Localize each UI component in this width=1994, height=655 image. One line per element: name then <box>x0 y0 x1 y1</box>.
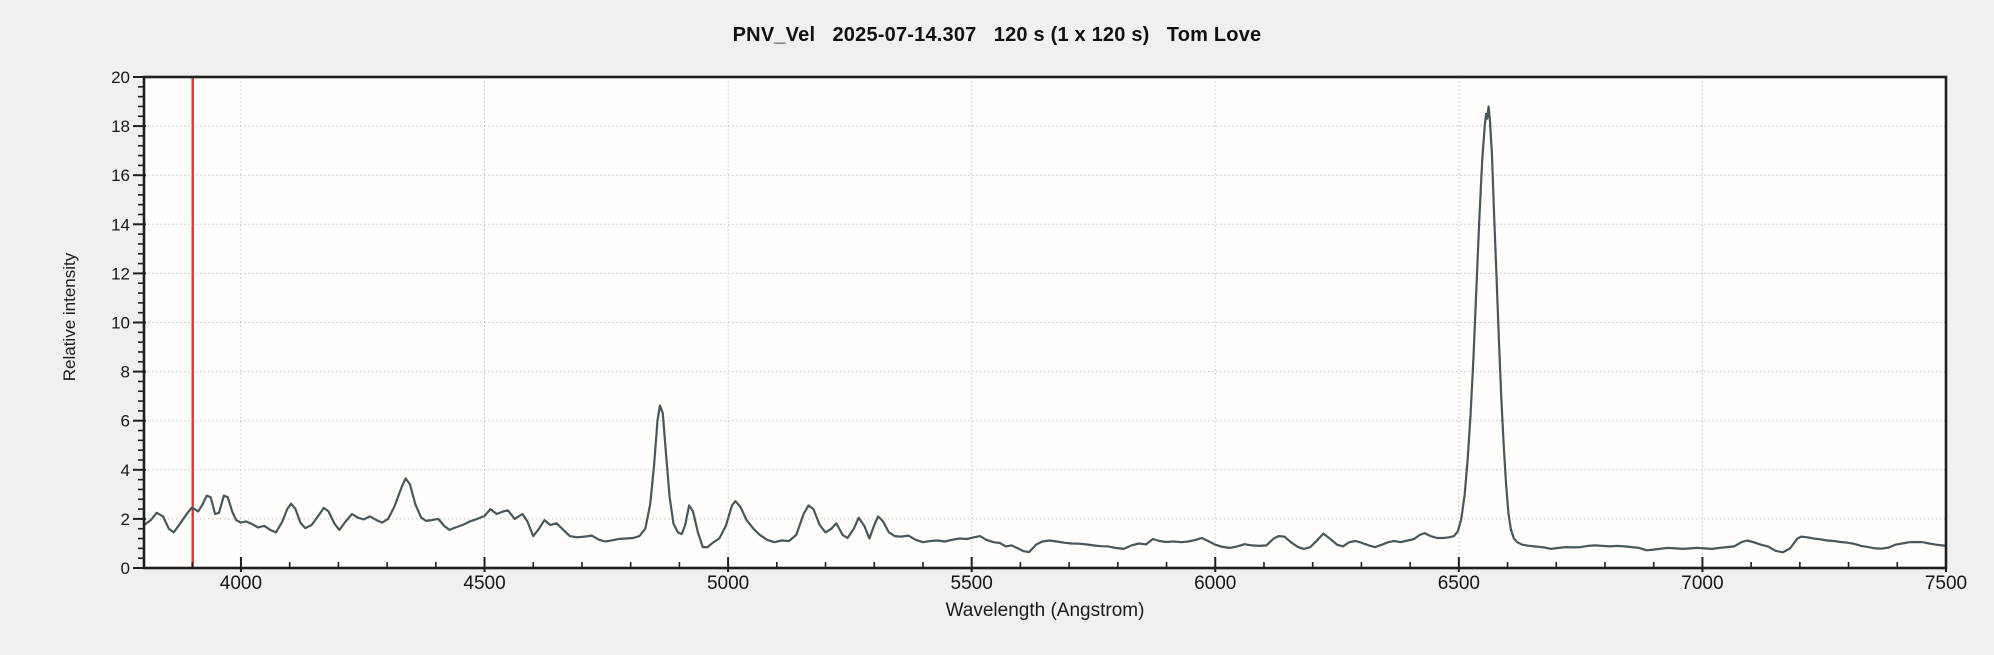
svg-text:6: 6 <box>121 412 130 431</box>
svg-text:14: 14 <box>111 215 130 234</box>
svg-text:12: 12 <box>111 264 130 283</box>
y-tick-labels: 0 2 4 6 8 10 12 14 16 18 20 <box>111 68 130 578</box>
svg-text:4000: 4000 <box>220 573 262 594</box>
gridlines <box>144 77 1946 568</box>
svg-text:10: 10 <box>111 314 130 333</box>
svg-text:20: 20 <box>111 68 130 87</box>
svg-text:4: 4 <box>121 461 130 480</box>
svg-text:18: 18 <box>111 117 130 136</box>
chart-title: PNV_Vel 2025-07-14.307 120 s (1 x 120 s)… <box>732 24 1262 46</box>
svg-text:7000: 7000 <box>1681 573 1723 594</box>
x-tick-labels: 4000 4500 5000 5500 6000 6500 7000 7500 <box>220 573 1967 594</box>
svg-text:5000: 5000 <box>707 573 749 594</box>
svg-text:2: 2 <box>121 510 130 529</box>
axis-ticks <box>133 76 1947 572</box>
svg-text:6500: 6500 <box>1438 573 1480 594</box>
svg-text:5500: 5500 <box>951 573 993 594</box>
svg-text:7500: 7500 <box>1925 573 1967 594</box>
spectrum-line <box>142 105 1948 554</box>
x-axis-title: Wavelength (Angstrom) <box>945 600 1145 621</box>
svg-text:0: 0 <box>121 559 130 578</box>
svg-text:16: 16 <box>111 166 130 185</box>
svg-text:6000: 6000 <box>1194 573 1236 594</box>
svg-text:8: 8 <box>121 363 130 382</box>
svg-text:4500: 4500 <box>463 573 505 594</box>
